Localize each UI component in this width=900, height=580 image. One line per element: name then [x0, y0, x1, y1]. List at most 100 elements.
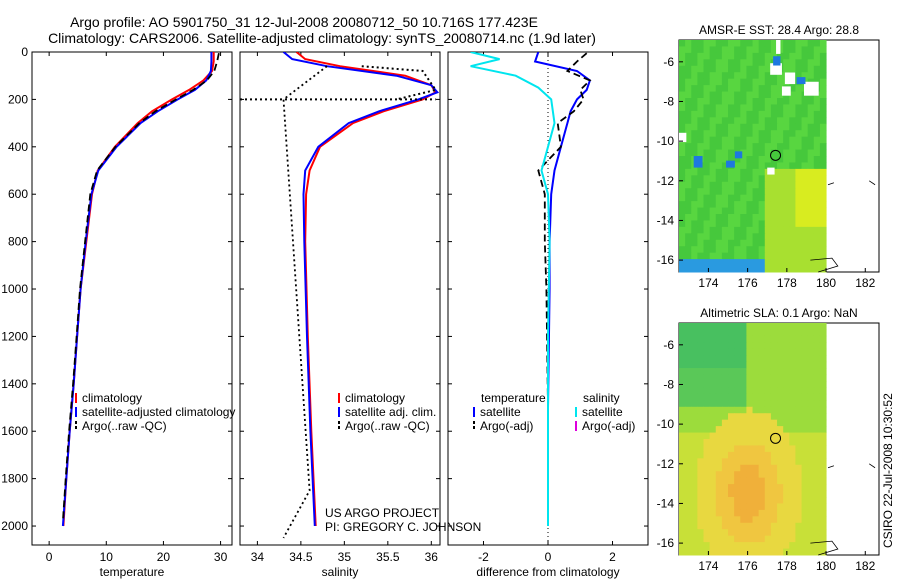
- x-tick-label: 34.5: [289, 550, 313, 564]
- map-cell: [703, 464, 711, 472]
- y-tick-label: 800: [8, 235, 28, 249]
- map-cell: [746, 143, 754, 151]
- x-tick-label: 180: [816, 559, 836, 573]
- map-cell: [728, 516, 735, 524]
- title-line-1: Argo profile: AO 5901750_31 12-Jul-2008 …: [70, 14, 538, 30]
- map-cell: [770, 400, 778, 408]
- map-cell: [709, 471, 717, 479]
- map-cell: [807, 426, 815, 434]
- map-cell: [801, 342, 809, 350]
- map-cell: [801, 393, 809, 401]
- legend-label: satellite adj. clim.: [345, 405, 436, 419]
- map-cell: [795, 194, 803, 202]
- map-cell: [795, 188, 803, 196]
- map-cell: [685, 548, 692, 556]
- map-cell: [703, 85, 711, 93]
- map-cell: [801, 207, 809, 215]
- map-cell: [777, 188, 784, 196]
- map-cell: [728, 490, 735, 498]
- map-cell: [789, 542, 796, 550]
- missing-data-patch: [679, 132, 687, 143]
- map-cell: [746, 162, 754, 170]
- map-cell: [685, 335, 692, 343]
- map-cell: [715, 329, 723, 337]
- map-cell: [777, 413, 784, 421]
- map-cell: [721, 162, 729, 170]
- map-cell: [777, 464, 784, 472]
- map-cell: [819, 439, 827, 446]
- map-cell: [715, 400, 723, 408]
- map-cell: [685, 214, 692, 221]
- map-cell: [752, 65, 760, 73]
- map-cell: [728, 207, 735, 215]
- map-cell: [691, 413, 698, 421]
- map-cell: [734, 342, 741, 350]
- map-cell: [813, 548, 821, 556]
- map-cell: [679, 542, 686, 550]
- map-cell: [697, 542, 705, 550]
- map-cell: [807, 381, 815, 388]
- map-cell: [752, 413, 760, 421]
- map-cell: [679, 239, 686, 247]
- map-cell: [783, 168, 790, 176]
- map-cell: [758, 413, 766, 421]
- map-cell: [685, 98, 692, 105]
- map-cell: [715, 143, 723, 151]
- map-cell: [789, 259, 796, 267]
- map-cell: [685, 265, 692, 273]
- map-cell: [679, 323, 686, 330]
- y-tick-label: 400: [8, 140, 28, 154]
- map-cell: [685, 207, 692, 215]
- map-cell: [819, 220, 827, 228]
- map-cell: [740, 503, 747, 511]
- map-cell: [752, 471, 760, 479]
- map-cell: [697, 123, 705, 131]
- map-cell: [789, 381, 796, 388]
- map-cell: [752, 181, 760, 189]
- map-cell: [709, 458, 717, 466]
- map-cell: [807, 535, 815, 543]
- map-cell: [679, 207, 686, 215]
- map-cell: [819, 400, 827, 408]
- map-cell: [752, 239, 760, 247]
- map-cell: [691, 40, 698, 47]
- map-cell: [679, 451, 686, 459]
- map-cell: [740, 181, 747, 189]
- map-cell: [752, 387, 760, 395]
- x-tick-label: 2: [609, 550, 616, 564]
- map-cell: [807, 329, 815, 337]
- map-cell: [728, 355, 735, 363]
- map-cell: [740, 136, 747, 144]
- map-cell: [691, 265, 698, 273]
- map-cell: [813, 439, 821, 446]
- map-cell: [746, 136, 754, 144]
- map-cell: [746, 233, 754, 241]
- map-cell: [734, 484, 741, 492]
- map-cell: [746, 259, 754, 267]
- map-cell: [679, 246, 686, 254]
- map-cell: [813, 342, 821, 350]
- map-cell: [764, 65, 772, 73]
- map-cell: [783, 110, 790, 118]
- map-cell: [691, 72, 698, 80]
- map-cell: [740, 156, 747, 163]
- map-cell: [685, 220, 692, 228]
- map-cell: [728, 214, 735, 221]
- map-cell: [795, 143, 803, 151]
- map-cell: [777, 381, 784, 388]
- map-cell: [734, 117, 741, 125]
- map-cell: [795, 259, 803, 267]
- map-cell: [819, 342, 827, 350]
- map-cell: [703, 52, 711, 60]
- map-cell: [715, 490, 723, 498]
- map-cell: [746, 503, 754, 511]
- map-cell: [685, 535, 692, 543]
- map-cell: [709, 175, 717, 183]
- map-cell: [679, 348, 686, 356]
- map-cell: [764, 503, 772, 511]
- map-cell: [691, 535, 698, 543]
- map-cell: [740, 78, 747, 86]
- map-cell: [679, 104, 686, 112]
- map-cell: [807, 451, 815, 459]
- map-cell: [795, 323, 803, 330]
